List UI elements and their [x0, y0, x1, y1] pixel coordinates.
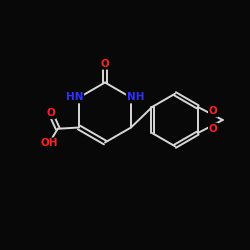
Text: O: O: [100, 59, 110, 69]
Text: O: O: [209, 124, 218, 134]
Text: O: O: [46, 108, 55, 118]
Text: O: O: [209, 106, 218, 117]
Text: HN: HN: [66, 92, 83, 102]
Text: NH: NH: [127, 92, 144, 102]
Text: OH: OH: [40, 138, 58, 148]
